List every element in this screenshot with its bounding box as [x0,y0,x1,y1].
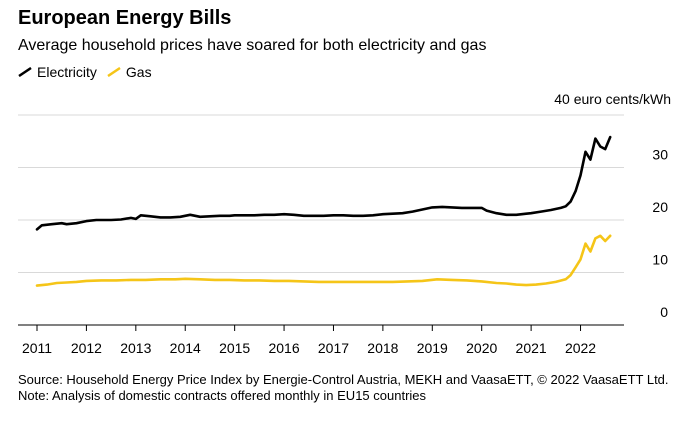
legend-item-gas: Gas [107,64,152,80]
x-tick-label: 2019 [417,340,448,356]
legend-label-electricity: Electricity [37,64,97,80]
x-tick-label: 2021 [516,340,547,356]
legend-item-electricity: Electricity [18,64,97,80]
note-text: Note: Analysis of domestic contracts off… [18,388,427,403]
y-tick-label: 20 [652,199,668,215]
x-tick-label: 2016 [268,340,299,356]
x-tick-label: 2012 [71,340,102,356]
y-axis-unit-label: 40 euro cents/kWh [554,91,671,107]
y-tick-label: 10 [652,252,668,268]
chart-title: European Energy Bills [18,7,232,29]
x-tick-label: 2014 [170,340,201,356]
legend-swatch-electricity [18,67,32,77]
x-tick-label: 2015 [219,340,250,356]
series-line-gas [35,234,612,287]
chart-subtitle: Average household prices have soared for… [18,37,487,54]
x-tick-label: 2011 [22,340,52,356]
x-tick-label: 2017 [318,340,349,356]
source-text: Source: Household Energy Price Index by … [18,372,669,387]
legend-swatch-gas [107,67,121,77]
legend-label-gas: Gas [125,64,152,80]
series-line-electricity [35,135,612,231]
legend: Electricity Gas [18,64,162,80]
x-tick-label: 2020 [466,340,497,356]
x-tick-label: 2013 [120,340,151,356]
y-tick-label: 30 [652,147,668,163]
source-notes: Source: Household Energy Price Index by … [18,372,678,404]
y-tick-label: 0 [660,304,668,320]
x-tick-label: 2022 [565,340,596,356]
x-tick-label: 2018 [367,340,398,356]
